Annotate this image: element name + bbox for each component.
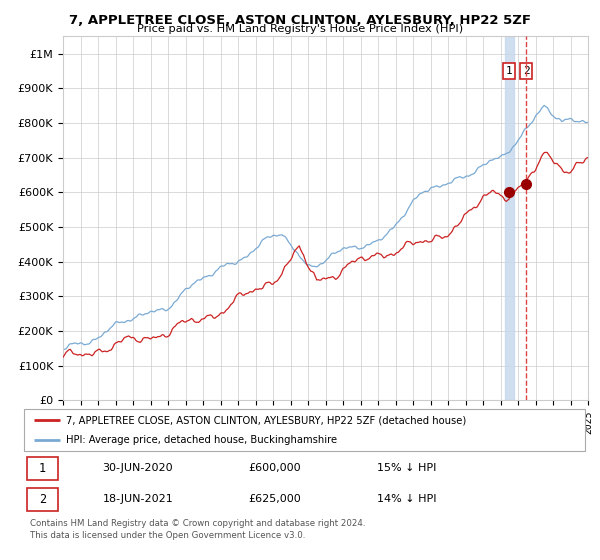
Text: 7, APPLETREE CLOSE, ASTON CLINTON, AYLESBURY, HP22 5ZF: 7, APPLETREE CLOSE, ASTON CLINTON, AYLES… — [69, 14, 531, 27]
Text: Price paid vs. HM Land Registry's House Price Index (HPI): Price paid vs. HM Land Registry's House … — [137, 24, 463, 34]
Text: Contains HM Land Registry data © Crown copyright and database right 2024.
This d: Contains HM Land Registry data © Crown c… — [30, 519, 365, 540]
Text: 2: 2 — [38, 493, 46, 506]
Text: 14% ↓ HPI: 14% ↓ HPI — [377, 494, 437, 505]
Text: 1: 1 — [506, 66, 512, 76]
Text: 18-JUN-2021: 18-JUN-2021 — [103, 494, 173, 505]
Text: £600,000: £600,000 — [248, 463, 301, 473]
FancyBboxPatch shape — [27, 488, 58, 511]
Text: £625,000: £625,000 — [248, 494, 301, 505]
FancyBboxPatch shape — [27, 456, 58, 480]
Text: HPI: Average price, detached house, Buckinghamshire: HPI: Average price, detached house, Buck… — [66, 435, 337, 445]
Text: 30-JUN-2020: 30-JUN-2020 — [103, 463, 173, 473]
Text: 1: 1 — [38, 462, 46, 475]
Text: 15% ↓ HPI: 15% ↓ HPI — [377, 463, 437, 473]
Text: 7, APPLETREE CLOSE, ASTON CLINTON, AYLESBURY, HP22 5ZF (detached house): 7, APPLETREE CLOSE, ASTON CLINTON, AYLES… — [66, 415, 466, 425]
Text: 2: 2 — [523, 66, 529, 76]
Bar — [505, 36, 514, 400]
